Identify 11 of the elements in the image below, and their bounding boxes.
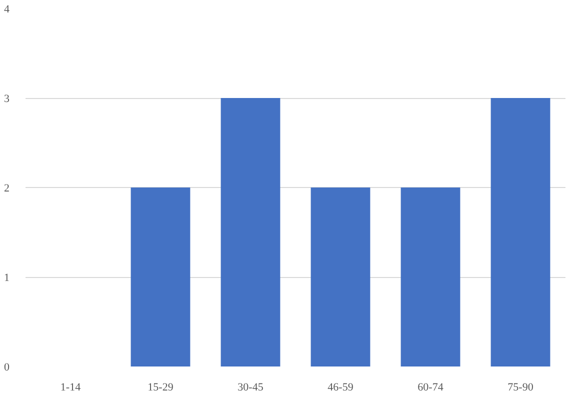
x-tick-label: 60-74 <box>418 382 444 393</box>
y-tick-label: 4 <box>4 4 10 16</box>
y-tick-label: 0 <box>4 362 10 374</box>
x-tick-label: 15-29 <box>148 382 174 393</box>
x-tick-label: 30-45 <box>238 382 264 393</box>
x-tick-label: 46-59 <box>328 382 354 393</box>
y-tick-label: 1 <box>4 272 10 284</box>
x-tick-label: 1-14 <box>60 382 82 393</box>
y-tick-label: 2 <box>4 182 10 194</box>
y-tick-label: 3 <box>4 93 10 105</box>
x-tick-label: 75-90 <box>508 382 534 393</box>
